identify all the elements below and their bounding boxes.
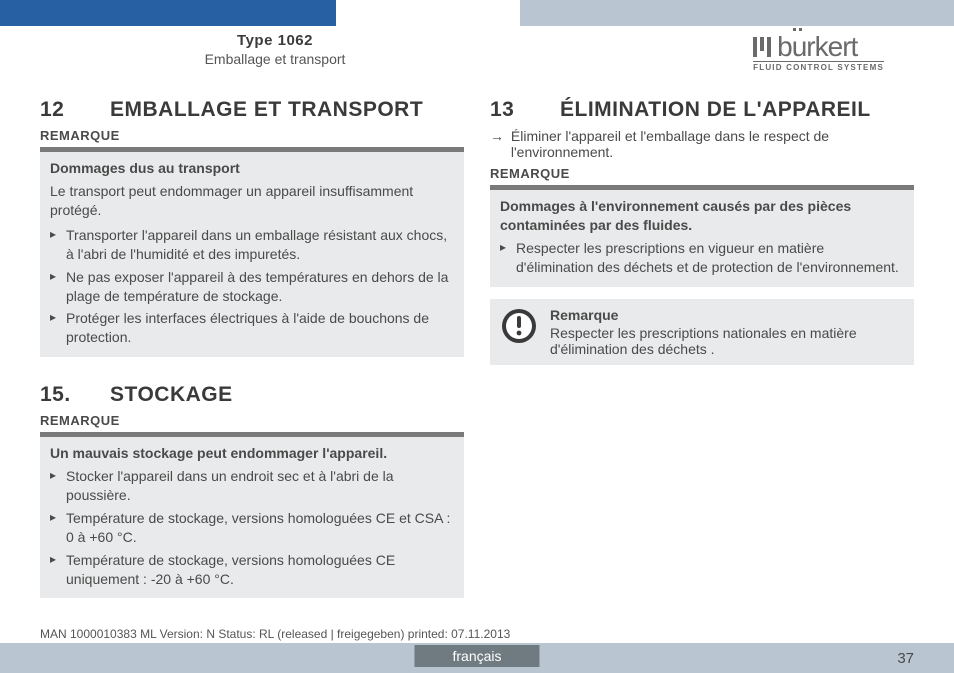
section-15-heading: 15. STOCKAGE xyxy=(40,383,464,407)
section-13-callout: Remarque Respecter les prescriptions nat… xyxy=(490,299,914,365)
section-13-title: ÉLIMINATION DE L'APPAREIL xyxy=(560,98,871,122)
section-13-bullets: Respecter les prescriptions en vigueur e… xyxy=(500,239,904,277)
section-12-number: 12 xyxy=(40,98,110,122)
section-15-bullets: Stocker l'appareil dans un endroit sec e… xyxy=(50,467,454,588)
header-type-label: Type 1062 xyxy=(40,32,510,49)
top-stripe-blue xyxy=(0,0,336,26)
callout-text: Respecter les prescriptions nationales e… xyxy=(550,325,904,357)
section-13-note-box: Dommages à l'environnement causés par de… xyxy=(490,185,914,287)
top-stripe-white xyxy=(336,0,520,26)
header-subheading: Emballage et transport xyxy=(40,51,510,67)
brand-logo: burkert FLUID CONTROL SYSTEMS xyxy=(753,34,884,72)
section-12-lead: Dommages dus au transport xyxy=(50,159,454,178)
brand-bars-icon xyxy=(753,37,771,57)
section-15-remarque-label: REMARQUE xyxy=(40,413,464,428)
right-column: 13 ÉLIMINATION DE L'APPAREIL → Éliminer … xyxy=(490,88,914,598)
section-12-remarque-label: REMARQUE xyxy=(40,128,464,143)
section-13-heading: 13 ÉLIMINATION DE L'APPAREIL xyxy=(490,98,914,122)
page-number: 37 xyxy=(897,650,914,667)
callout-text-block: Remarque Respecter les prescriptions nat… xyxy=(550,307,904,357)
header-row: Type 1062 Emballage et transport burkert… xyxy=(0,26,954,76)
section-13-remarque-label: REMARQUE xyxy=(490,166,914,181)
top-stripe-gray xyxy=(520,0,954,26)
list-item: Température de stockage, versions homolo… xyxy=(50,509,454,547)
content-body: 12 EMBALLAGE ET TRANSPORT REMARQUE Domma… xyxy=(0,76,954,598)
brand-tagline: FLUID CONTROL SYSTEMS xyxy=(753,61,884,72)
page: Type 1062 Emballage et transport burkert… xyxy=(0,0,954,673)
section-13-number: 13 xyxy=(490,98,560,122)
header-right: burkert FLUID CONTROL SYSTEMS xyxy=(510,32,914,72)
footer: MAN 1000010383 ML Version: N Status: RL … xyxy=(0,627,954,673)
section-15-note-box: Un mauvais stockage peut endommager l'ap… xyxy=(40,432,464,598)
list-item: Protéger les interfaces électriques à l'… xyxy=(50,309,454,347)
list-item: Ne pas exposer l'appareil à des températ… xyxy=(50,268,454,306)
section-13-lead: Dommages à l'environnement causés par de… xyxy=(500,197,904,235)
left-column: 12 EMBALLAGE ET TRANSPORT REMARQUE Domma… xyxy=(40,88,464,598)
exclamation-circle-icon xyxy=(500,307,540,357)
top-stripe xyxy=(0,0,954,26)
list-item: Respecter les prescriptions en vigueur e… xyxy=(500,239,904,277)
section-12-bullets: Transporter l'appareil dans un emballage… xyxy=(50,226,454,347)
footer-meta-line: MAN 1000010383 ML Version: N Status: RL … xyxy=(0,627,954,641)
list-item: Température de stockage, versions homolo… xyxy=(50,551,454,589)
section-15-lead: Un mauvais stockage peut endommager l'ap… xyxy=(50,444,454,463)
arrow-right-icon: → xyxy=(490,128,511,160)
section-15-number: 15. xyxy=(40,383,110,407)
section-15-title: STOCKAGE xyxy=(110,383,233,407)
list-item: Stocker l'appareil dans un endroit sec e… xyxy=(50,467,454,505)
brand-name: burkert xyxy=(777,34,857,59)
header-left: Type 1062 Emballage et transport xyxy=(40,32,510,67)
section-12-title: EMBALLAGE ET TRANSPORT xyxy=(110,98,423,122)
callout-caption: Remarque xyxy=(550,307,904,323)
language-tab: français xyxy=(414,645,539,667)
section-13-arrow-text: Éliminer l'appareil et l'emballage dans … xyxy=(511,128,914,160)
list-item: Transporter l'appareil dans un emballage… xyxy=(50,226,454,264)
section-12-heading: 12 EMBALLAGE ET TRANSPORT xyxy=(40,98,464,122)
section-12-intro: Le transport peut endommager un appareil… xyxy=(50,182,454,220)
section-12-note-box: Dommages dus au transport Le transport p… xyxy=(40,147,464,357)
section-13-arrow-line: → Éliminer l'appareil et l'emballage dan… xyxy=(490,128,914,160)
